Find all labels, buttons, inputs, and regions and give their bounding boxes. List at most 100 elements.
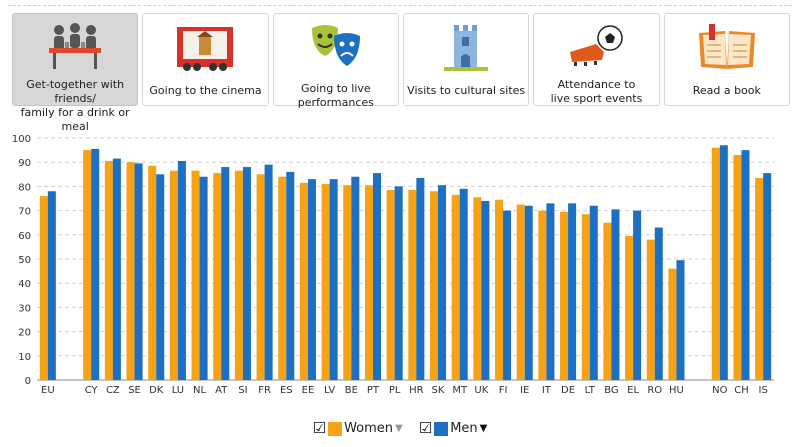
bar-women-fr (256, 174, 265, 380)
bar-women-nl (191, 170, 200, 380)
x-tick-label: SI (238, 385, 247, 396)
bar-women-eu (39, 196, 48, 380)
football-boot-icon (566, 22, 626, 72)
bar-men-cz (112, 158, 121, 380)
y-tick-label: 0 (25, 376, 31, 387)
x-tick-label: RO (647, 385, 662, 396)
bar-women-se (126, 162, 135, 380)
bar-women-de (560, 211, 569, 380)
tab-sport-events[interactable]: Attendance to live sport events (533, 13, 660, 106)
tab-cinema[interactable]: Going to the cinema (142, 13, 269, 106)
x-tick-label: NL (193, 385, 206, 396)
tab-label: Attendance to live sport events (550, 78, 643, 105)
bar-men-ee (307, 179, 316, 380)
bar-women-lt (581, 214, 590, 380)
caret-down-icon[interactable]: ▼ (395, 423, 403, 434)
x-tick-label: IT (542, 385, 552, 396)
x-tick-label: HU (669, 385, 684, 396)
x-tick-label: SE (128, 385, 141, 396)
x-tick-label: BE (345, 385, 358, 396)
x-tick-label: CZ (106, 385, 120, 396)
x-tick-label: AT (215, 385, 228, 396)
checkbox-checked-icon[interactable]: ☑ (418, 419, 433, 437)
tab-label: Going to live performances (297, 82, 374, 109)
bar-men-lu (177, 160, 186, 380)
tab-label: Going to the cinema (149, 84, 262, 97)
legend-item-men[interactable]: ☑ Men ▼ (418, 419, 488, 437)
bar-women-hu (668, 268, 677, 380)
bar-men-nl (199, 176, 208, 380)
y-tick-label: 70 (18, 207, 31, 218)
bar-men-ch (741, 150, 750, 380)
bar-men-is (763, 173, 772, 380)
x-tick-label: PL (389, 385, 401, 396)
bar-women-no (711, 147, 720, 380)
bar-men-be (351, 176, 360, 380)
bar-men-se (134, 163, 143, 380)
bar-men-uk (481, 200, 490, 380)
x-tick-label: UK (474, 385, 488, 396)
bar-men-ro (654, 227, 663, 380)
y-tick-label: 30 (18, 303, 31, 314)
bar-men-lv (329, 179, 338, 380)
x-tick-label: FR (258, 385, 271, 396)
bar-women-si (234, 170, 243, 380)
bar-women-ch (733, 154, 742, 380)
top-dashed-divider (8, 5, 792, 6)
caret-down-icon[interactable]: ▼ (479, 423, 488, 434)
x-tick-label: EU (41, 385, 55, 396)
bar-women-lu (169, 170, 178, 380)
bar-women-bg (603, 222, 612, 380)
y-tick-label: 100 (12, 134, 31, 145)
legend-label-men: Men (450, 421, 478, 436)
bar-men-si (242, 167, 251, 380)
tab-cultural-sites[interactable]: Visits to cultural sites (402, 13, 530, 106)
tab-live-performances[interactable]: Going to live performances (272, 13, 399, 109)
bar-women-sk (429, 191, 439, 380)
tab-label: Get-together with friends/ family for a … (20, 78, 130, 133)
x-tick-label: DE (561, 385, 575, 396)
x-tick-label: DK (149, 385, 164, 396)
tab-read-book[interactable]: Read a book (663, 13, 790, 106)
bar-men-es (286, 171, 295, 380)
open-book-icon (697, 22, 757, 74)
bar-men-it (546, 203, 555, 380)
x-tick-label: EL (627, 385, 639, 396)
bar-men-el (633, 210, 642, 380)
bar-women-ee (299, 182, 308, 380)
x-tick-label: EE (302, 385, 315, 396)
legend-item-women[interactable]: ☑ Women ▼ (312, 419, 403, 437)
y-tick-label: 10 (18, 352, 31, 363)
checkbox-checked-icon[interactable]: ☑ (312, 419, 327, 437)
legend-label-women: Women (344, 421, 394, 436)
x-tick-label: SK (432, 385, 445, 396)
bar-women-it (538, 210, 547, 380)
tab-get-together[interactable]: Get-together with friends/ family for a … (12, 13, 139, 133)
bar-women-cz (104, 160, 113, 380)
bar-women-ie (516, 204, 525, 380)
tab-label: Visits to cultural sites (407, 84, 526, 97)
x-tick-label: FI (499, 385, 508, 396)
bar-women-es (278, 176, 287, 380)
x-tick-label: CH (734, 385, 749, 396)
y-tick-label: 60 (18, 231, 31, 242)
bar-men-at (221, 167, 230, 380)
bar-women-lv (321, 183, 330, 380)
y-tick-label: 50 (18, 255, 31, 266)
x-tick-label: MT (452, 385, 468, 396)
women-swatch (328, 421, 343, 436)
y-tick-label: 40 (18, 279, 31, 290)
bar-women-hr (408, 190, 417, 380)
bar-men-sk (438, 185, 447, 380)
bar-men-cy (91, 148, 100, 380)
legend: ☑ Women ▼ ☑ Men ▼ (0, 419, 800, 437)
x-tick-label: BG (604, 385, 618, 396)
men-swatch (434, 421, 449, 436)
cinema-screen-icon (175, 22, 235, 74)
bar-men-eu (47, 191, 56, 380)
y-tick-label: 20 (18, 328, 31, 339)
bar-men-pt (372, 173, 382, 380)
x-tick-label: ES (280, 385, 293, 396)
castle-tower-icon (436, 22, 496, 74)
x-tick-label: LV (324, 385, 335, 396)
